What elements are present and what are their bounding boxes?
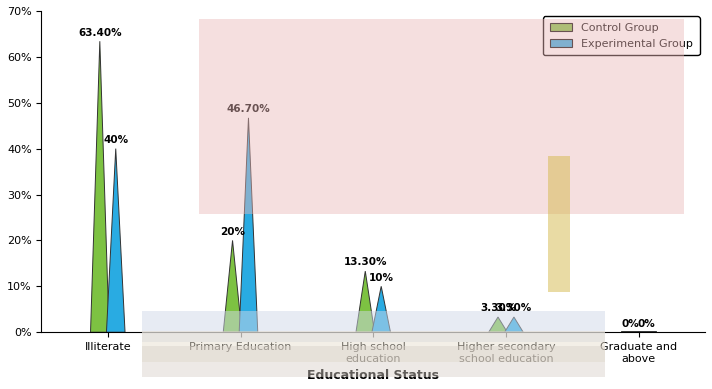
Bar (142, 331, 605, 362)
Bar (142, 346, 605, 377)
Polygon shape (239, 118, 258, 332)
Polygon shape (90, 41, 109, 332)
Bar (142, 311, 605, 342)
Polygon shape (488, 317, 507, 332)
Text: 3.30%: 3.30% (496, 303, 532, 314)
Polygon shape (356, 271, 375, 332)
Polygon shape (107, 149, 125, 332)
Text: 0%: 0% (638, 319, 656, 328)
Text: 20%: 20% (220, 227, 245, 237)
Text: 10%: 10% (369, 273, 394, 283)
Text: 46.70%: 46.70% (226, 104, 271, 114)
Text: 13.30%: 13.30% (343, 258, 387, 268)
Text: 40%: 40% (103, 135, 128, 145)
Polygon shape (505, 317, 523, 332)
Bar (199, 19, 684, 214)
X-axis label: Educational Status: Educational Status (308, 369, 439, 382)
Legend: Control Group, Experimental Group: Control Group, Experimental Group (543, 16, 699, 55)
Polygon shape (637, 331, 656, 332)
Text: 63.40%: 63.40% (78, 28, 122, 38)
Polygon shape (224, 240, 242, 332)
Text: 0%: 0% (622, 319, 639, 328)
Text: 3.30%: 3.30% (480, 303, 516, 314)
Polygon shape (372, 286, 390, 332)
Bar (548, 156, 570, 292)
Polygon shape (622, 331, 640, 332)
